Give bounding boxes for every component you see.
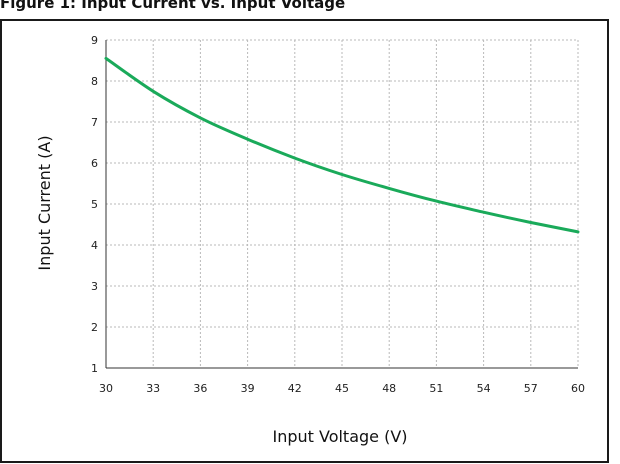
x-tick-label: 57: [524, 382, 538, 395]
chart-frame: [0, 19, 609, 463]
figure-title: Figure 1: Input Current vs. Input Voltag…: [0, 0, 346, 12]
x-tick-label: 33: [146, 382, 160, 395]
series-layer: [104, 56, 580, 234]
x-tick-label: 30: [99, 382, 113, 395]
x-tick-label: 45: [335, 382, 349, 395]
y-axis-label: Input Current (A): [35, 135, 54, 270]
series-line: [104, 56, 580, 234]
figure-title-strip: Figure 1: Input Current vs. Input Voltag…: [0, 0, 620, 22]
y-tick-label: 1: [91, 362, 98, 375]
y-tick-label: 6: [91, 157, 98, 170]
x-tick-label: 36: [193, 382, 207, 395]
x-tick-labels: 30 33 36 39 42 45 48 51 54 57 60: [99, 382, 585, 395]
y-tick-label: 8: [91, 75, 98, 88]
x-tick-label: 51: [429, 382, 443, 395]
axes: [105, 40, 578, 369]
y-tick-label: 5: [91, 198, 98, 211]
x-tick-label: 54: [477, 382, 491, 395]
x-tick-label: 48: [382, 382, 396, 395]
y-tick-label: 9: [91, 34, 98, 47]
y-tick-label: 3: [91, 280, 98, 293]
x-tick-label: 42: [288, 382, 302, 395]
x-axis-label: Input Voltage (V): [272, 427, 407, 446]
y-tick-label: 2: [91, 321, 98, 334]
y-tick-labels: 1 2 3 4 5 6 7 8 9: [91, 34, 98, 375]
grid: [106, 39, 579, 368]
x-tick-label: 39: [241, 382, 255, 395]
y-tick-label: 4: [91, 239, 98, 252]
y-tick-label: 7: [91, 116, 98, 129]
x-tick-label: 60: [571, 382, 585, 395]
